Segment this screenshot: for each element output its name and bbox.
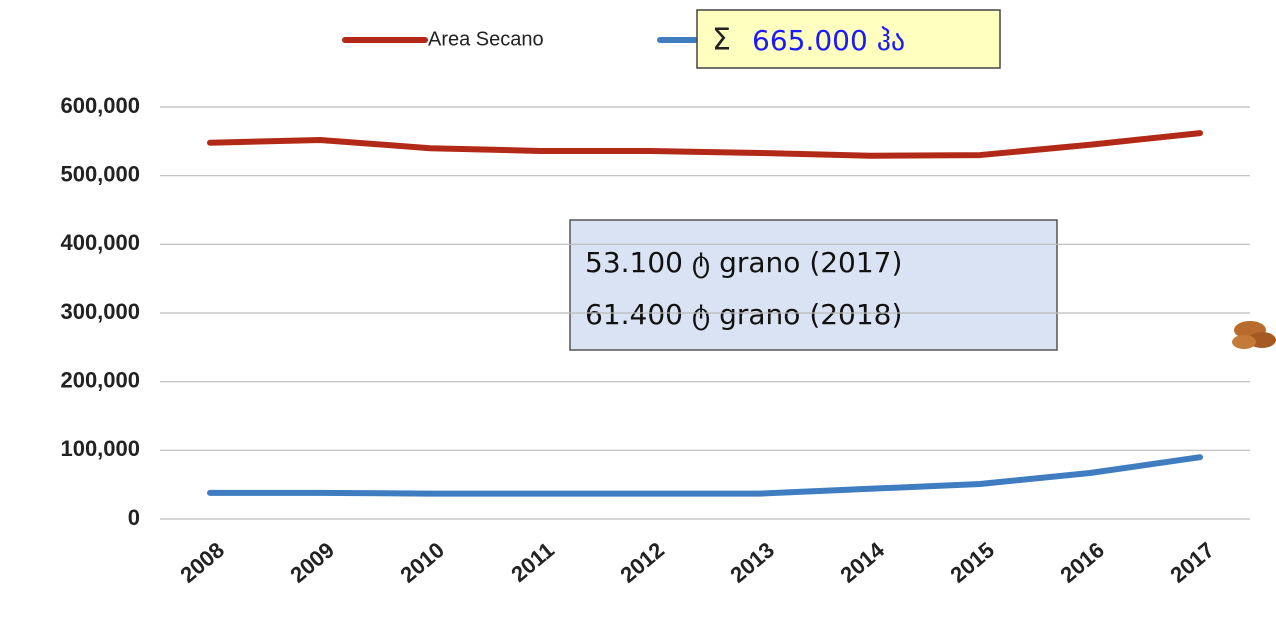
x-tick-label: 2016 xyxy=(1055,537,1109,588)
x-tick-label: 2009 xyxy=(285,537,339,588)
sum-text: 665.000 ჰა xyxy=(752,24,905,57)
sum-symbol: Σ xyxy=(712,23,731,58)
line-series xyxy=(207,454,1203,497)
note-box xyxy=(569,219,1058,351)
x-tick-label: 2012 xyxy=(615,537,669,588)
y-tick-label: 200,000 xyxy=(60,367,140,392)
y-tick-label: 600,000 xyxy=(60,93,140,118)
x-tick-label: 2010 xyxy=(395,537,449,588)
note-line: 53.100 ტ grano (2017) xyxy=(585,246,902,279)
x-tick-label: 2008 xyxy=(175,537,229,588)
y-tick-label: 0 xyxy=(128,505,140,530)
x-tick-label: 2015 xyxy=(945,537,999,588)
almonds xyxy=(1232,321,1276,349)
note-line: 61.400 ტ grano (2018) xyxy=(585,298,902,331)
x-tick-label: 2014 xyxy=(835,537,889,588)
x-tick-label: 2011 xyxy=(506,537,559,587)
y-tick-label: 100,000 xyxy=(60,436,140,461)
x-tick-label: 2017 xyxy=(1165,537,1219,588)
legend-label: Area Secano xyxy=(428,28,544,50)
x-tick-label: 2013 xyxy=(725,537,779,588)
y-tick-label: 300,000 xyxy=(60,299,140,324)
line-series xyxy=(207,130,1203,159)
y-tick-label: 500,000 xyxy=(60,161,140,186)
y-tick-label: 400,000 xyxy=(60,230,140,255)
sum-box xyxy=(696,9,1001,69)
